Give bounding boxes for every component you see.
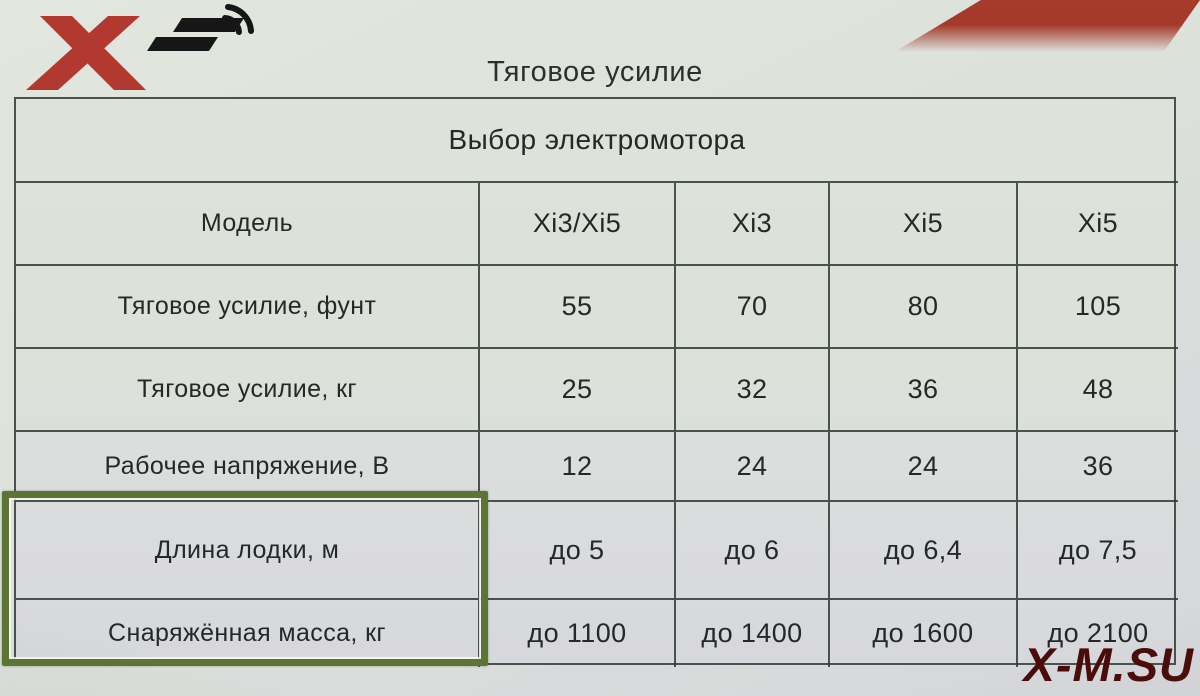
table-cell: Xi3 <box>676 183 830 266</box>
row-label-thrust-lbs: Тяговое усилие, фунт <box>16 266 480 349</box>
table-cell: до 6,4 <box>830 502 1018 600</box>
table-cell: до 6 <box>676 502 830 600</box>
table-cell: 24 <box>676 432 830 502</box>
table-cell: до 1400 <box>676 600 830 667</box>
table-cell: до 1600 <box>830 600 1018 667</box>
row-label-thrust-kg: Тяговое усилие, кг <box>16 349 480 432</box>
red-corner-banner <box>894 0 1200 52</box>
table-cell: Xi5 <box>1018 183 1178 266</box>
table-header: Выбор электромотора <box>16 99 1178 183</box>
page-title: Тяговое усилие <box>487 56 703 88</box>
table-cell: 70 <box>676 266 830 349</box>
table-cell: до 7,5 <box>1018 502 1178 600</box>
x-motors-logo-icon <box>26 4 254 90</box>
table-cell: 12 <box>480 432 676 502</box>
table-cell: 36 <box>1018 432 1178 502</box>
table-cell: Xi5 <box>830 183 1018 266</box>
row-label-curb-weight: Снаряжённая масса, кг <box>16 600 480 667</box>
watermark: X-M.SU <box>1023 638 1194 691</box>
table-cell: 48 <box>1018 349 1178 432</box>
table-cell: 80 <box>830 266 1018 349</box>
table-cell: 24 <box>830 432 1018 502</box>
table-cell: 105 <box>1018 266 1178 349</box>
table-cell: Xi3/Xi5 <box>480 183 676 266</box>
table-cell: 36 <box>830 349 1018 432</box>
row-label-boat-length: Длина лодки, м <box>16 502 480 600</box>
table-cell: 55 <box>480 266 676 349</box>
table-cell: до 1100 <box>480 600 676 667</box>
table-cell: до 5 <box>480 502 676 600</box>
table-cell: до 2100 <box>1047 618 1149 648</box>
table-cell: 32 <box>676 349 830 432</box>
table-cell: 25 <box>480 349 676 432</box>
motor-selection-table: Выбор электромотора Модель Xi3/Xi5 Xi3 X… <box>14 97 1178 667</box>
row-label-model: Модель <box>16 183 480 266</box>
row-label-voltage: Рабочее напряжение, В <box>16 432 480 502</box>
